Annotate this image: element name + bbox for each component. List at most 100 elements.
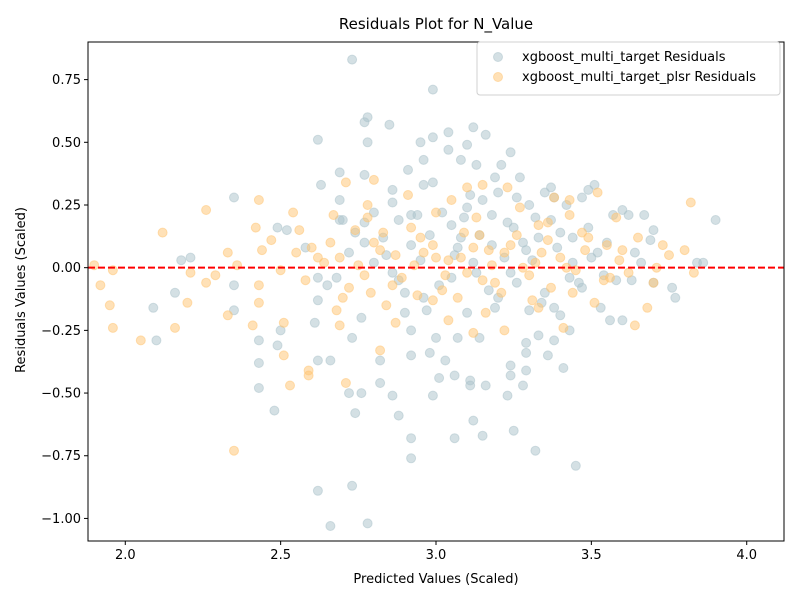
xgboost-multi-target-point: [443, 144, 454, 155]
xgboost-multi-target-point: [427, 177, 438, 188]
xgboost-multi-target-plsr-point: [337, 292, 348, 303]
xgboost-multi-target-point: [412, 210, 423, 220]
xgboost-multi-target-point: [496, 159, 507, 170]
xgboost-multi-target-plsr-point: [312, 252, 323, 263]
xgboost-multi-target-plsr-point: [222, 247, 233, 258]
xgboost-multi-target-point: [418, 154, 429, 165]
xgboost-multi-target-point: [549, 335, 560, 346]
xgboost-multi-target-plsr-point: [325, 237, 336, 248]
xgboost-multi-target-plsr-point: [210, 270, 221, 281]
xgboost-multi-target-point: [521, 337, 532, 348]
xgboost-multi-target-point: [490, 302, 500, 313]
xgboost-multi-target-point: [443, 127, 454, 138]
xgboost-multi-target-point: [586, 252, 597, 263]
xgboost-multi-target-point: [334, 195, 345, 205]
xgboost-multi-target-point: [462, 202, 473, 213]
xgboost-multi-target-plsr-point: [412, 290, 423, 301]
xgboost-multi-target-point: [567, 232, 578, 243]
xgboost-multi-target-point: [375, 378, 386, 388]
xgboost-multi-target-point: [573, 277, 584, 288]
xgboost-multi-target-plsr-point: [135, 335, 146, 346]
xgboost-multi-target-plsr-point: [437, 285, 448, 296]
xgboost-multi-target-plsr-point: [340, 177, 351, 188]
xgboost-multi-target-plsr-point: [294, 225, 305, 236]
xgboost-multi-target-plsr-point: [685, 197, 696, 208]
xgboost-multi-target-point: [393, 410, 404, 421]
xgboost-multi-target-plsr-point: [629, 320, 640, 331]
xgboost-multi-target-point: [493, 187, 504, 198]
xgboost-multi-target-point: [533, 232, 544, 243]
xgboost-multi-target-point: [455, 154, 466, 165]
xgboost-multi-target-point: [605, 315, 615, 326]
xgboost-multi-target-point: [490, 172, 500, 183]
xgboost-multi-target-point: [555, 227, 566, 238]
xgboost-multi-target-point: [468, 257, 479, 268]
xgboost-multi-target-point: [524, 200, 535, 210]
xgboost-multi-target-point: [185, 252, 196, 263]
xgboost-multi-target-plsr-point: [511, 230, 522, 241]
xgboost-multi-target-plsr-point: [480, 307, 491, 318]
y-tick-label: 0.50: [52, 136, 81, 151]
xgboost-multi-target-plsr-point: [288, 207, 299, 218]
xgboost-multi-target-point: [505, 360, 516, 371]
xgboost-multi-target-plsr-point: [359, 270, 370, 281]
xgboost-multi-target-plsr-point: [250, 222, 261, 233]
xgboost-multi-target-point: [344, 247, 354, 258]
xgboost-multi-target-plsr-point: [452, 292, 463, 303]
y-tick-label: −1.00: [41, 512, 81, 527]
xgboost-multi-target-plsr-point: [334, 252, 345, 263]
xgboost-multi-target-point: [449, 433, 460, 444]
xgboost-multi-target-plsr-point: [278, 317, 289, 328]
xgboost-multi-target-point: [403, 164, 413, 175]
xgboost-multi-target-point: [281, 225, 292, 236]
xgboost-multi-target-plsr-point: [222, 310, 233, 321]
xgboost-multi-target-point: [542, 350, 553, 361]
x-axis-label: Predicted Values (Scaled): [353, 572, 518, 587]
xgboost-multi-target-plsr-point: [157, 227, 168, 238]
xgboost-multi-target-plsr-point: [490, 277, 500, 288]
xgboost-multi-target-point: [483, 285, 494, 296]
xgboost-multi-target-point: [176, 255, 187, 266]
xgboost-multi-target-plsr-point: [381, 300, 392, 311]
xgboost-multi-target-plsr-point: [558, 322, 569, 333]
xgboost-multi-target-point: [424, 230, 435, 241]
xgboost-multi-target-point: [309, 317, 320, 328]
xgboost-multi-target-plsr-point: [253, 297, 264, 308]
xgboost-multi-target-plsr-point: [633, 232, 643, 243]
xgboost-multi-target-point: [312, 355, 323, 366]
xgboost-multi-target-plsr-point: [443, 315, 454, 326]
xgboost-multi-target-point: [421, 305, 432, 316]
xgboost-multi-target-point: [477, 195, 488, 205]
xgboost-multi-target-point: [362, 137, 373, 148]
xgboost-multi-target-point: [434, 373, 445, 383]
xgboost-multi-target-plsr-point: [418, 247, 429, 258]
xgboost-multi-target-plsr-point: [462, 182, 473, 193]
xgboost-multi-target-plsr-point: [334, 320, 345, 331]
xgboost-multi-target-plsr-point: [257, 245, 267, 256]
xgboost-multi-target-plsr-point: [300, 275, 311, 286]
chart-title: Residuals Plot for N_Value: [339, 15, 533, 34]
xgboost-multi-target-point: [427, 84, 438, 95]
xgboost-multi-target-plsr-point: [499, 247, 510, 258]
xgboost-multi-target-plsr-point: [331, 305, 342, 316]
xgboost-multi-target-plsr-point: [443, 255, 454, 266]
xgboost-multi-target-point: [427, 390, 438, 401]
y-axis-label: Residuals Values (Scaled): [14, 207, 29, 373]
xgboost-multi-target-plsr-point: [185, 267, 196, 278]
xgboost-multi-target-point: [462, 139, 473, 150]
xgboost-multi-target-plsr-point: [362, 200, 373, 210]
xgboost-multi-target-point: [502, 390, 513, 401]
xgboost-multi-target-point: [511, 192, 522, 203]
xgboost-multi-target-point: [670, 292, 681, 303]
xgboost-multi-target-plsr-point: [514, 202, 525, 213]
xgboost-multi-target-point: [312, 485, 323, 496]
xgboost-multi-target-plsr-point: [468, 327, 479, 338]
xgboost-multi-target-plsr-point: [182, 297, 193, 308]
xgboost-multi-target-point: [446, 220, 457, 231]
xgboost-multi-target-plsr-point: [567, 287, 578, 298]
xgboost-multi-target-point: [356, 312, 367, 323]
xgboost-multi-target-plsr-point: [564, 210, 575, 220]
xgboost-multi-target-plsr-point: [406, 222, 417, 233]
xgboost-multi-target-point: [375, 355, 386, 366]
